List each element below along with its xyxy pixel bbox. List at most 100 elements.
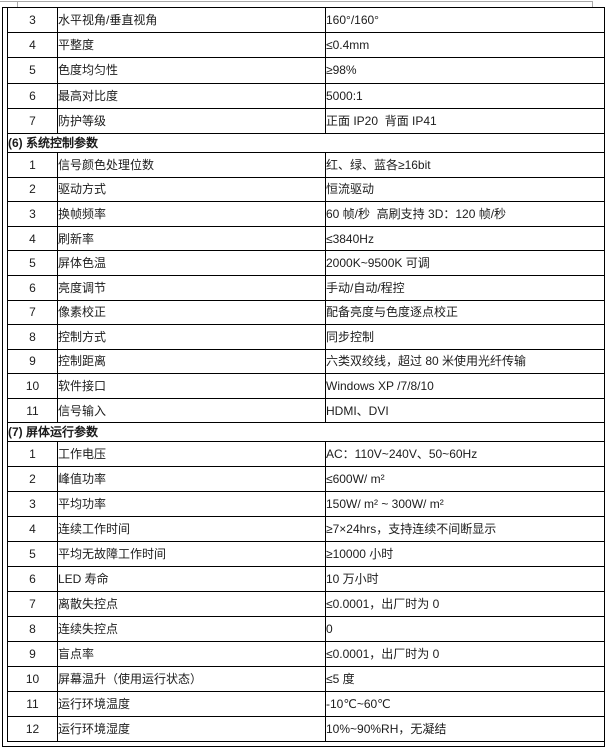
param-value-cell: HDMI、DVI [325, 397, 605, 424]
row-number-cell: 1 [7, 151, 58, 178]
top-edge-fragment-line [0, 1, 592, 2]
param-name-cell: 刷新率 [57, 225, 326, 252]
param-name-cell: 像素校正 [57, 299, 326, 326]
table-row: 12 运行环境湿度 10%~90%RH，无凝结 [7, 716, 605, 743]
table-row: 4 平整度 ≤0.4mm [7, 32, 605, 59]
param-name-cell: 屏幕温升（使用运行状态） [57, 666, 326, 693]
param-value-cell: 10 万小时 [325, 566, 605, 593]
table-row: 11 信号输入 HDMI、DVI [7, 397, 605, 424]
row-number-cell: 8 [7, 324, 58, 350]
param-name-cell: 峰值功率 [57, 466, 326, 493]
table-row: 5 色度均匀性 ≥98% [7, 57, 605, 84]
param-value-cell: ≤0.4mm [325, 32, 605, 59]
row-number-cell: 4 [7, 516, 58, 543]
table-row: 7 离散失控点 ≤0.0001，出厂时为 0 [7, 591, 605, 618]
param-value-cell: 六类双绞线，超过 80 米使用光纤传输 [325, 348, 605, 375]
param-name-cell: 色度均匀性 [57, 57, 326, 84]
param-value-cell: 150W/ m² ~ 300W/ m² [325, 491, 605, 518]
table-row: 3 换帧频率 60 帧/秒 高刷支持 3D：120 帧/秒 [7, 201, 605, 227]
table-row: 4 连续工作时间 ≥7×24hrs，支持连续不间断显示 [7, 516, 605, 543]
param-name-cell: 工作电压 [57, 441, 326, 468]
row-number-cell: 12 [7, 716, 58, 743]
param-value-cell: 恒流驱动 [325, 176, 605, 203]
param-name-cell: 最高对比度 [57, 82, 326, 109]
row-number-cell: 10 [7, 373, 58, 399]
param-value-cell: 同步控制 [325, 324, 605, 350]
param-value-cell: ≤5 度 [325, 666, 605, 693]
table-row: 6 亮度调节 手动/自动/程控 [7, 274, 605, 301]
param-value-cell: ≥7×24hrs，支持连续不间断显示 [325, 516, 605, 543]
param-value-cell: ≥98% [325, 57, 605, 84]
param-value-cell: 正面 IP20 背面 IP41 [325, 107, 605, 134]
param-name-cell: 屏体色温 [57, 250, 326, 276]
section-header-row: (6) 系统控制参数 [7, 132, 605, 153]
row-number-cell: 1 [7, 441, 58, 468]
row-number-cell: 5 [7, 541, 58, 568]
param-name-cell: 平整度 [57, 32, 326, 59]
param-value-cell: 配备亮度与色度逐点校正 [325, 299, 605, 326]
param-name-cell: 信号输入 [57, 397, 326, 424]
table-row: 8 连续失控点 0 [7, 616, 605, 643]
row-number-cell: 9 [7, 348, 58, 375]
param-value-cell: 红、绿、蓝各≥16bit [325, 151, 605, 178]
top-fragment-stub-left [17, 1, 18, 7]
param-value-cell: 160°/160° [325, 6, 605, 34]
table-row: 5 平均无故障工作时间 ≥10000 小时 [7, 541, 605, 568]
param-name-cell: 连续失控点 [57, 616, 326, 643]
param-name-cell: LED 寿命 [57, 566, 326, 593]
param-name-cell: 盲点率 [57, 641, 326, 668]
param-name-cell: 离散失控点 [57, 591, 326, 618]
row-number-cell: 7 [7, 107, 58, 134]
table-row: 9 盲点率 ≤0.0001，出厂时为 0 [7, 641, 605, 668]
table-row: 11 运行环境温度 -10℃~60℃ [7, 691, 605, 718]
table-row: 9 控制距离 六类双绞线，超过 80 米使用光纤传输 [7, 348, 605, 375]
table-row: 6 LED 寿命 10 万小时 [7, 566, 605, 593]
table-row: 2 驱动方式 恒流驱动 [7, 176, 605, 203]
param-value-cell: 10%~90%RH，无凝结 [325, 716, 605, 743]
param-value-cell: ≥10000 小时 [325, 541, 605, 568]
param-name-cell: 连续工作时间 [57, 516, 326, 543]
table-row: 3 平均功率 150W/ m² ~ 300W/ m² [7, 491, 605, 518]
table-row: 5 屏体色温 2000K~9500K 可调 [7, 250, 605, 276]
param-name-cell: 平均无故障工作时间 [57, 541, 326, 568]
row-number-cell: 6 [7, 566, 58, 593]
row-number-cell: 11 [7, 397, 58, 424]
param-name-cell: 防护等级 [57, 107, 326, 134]
param-value-cell: 手动/自动/程控 [325, 274, 605, 301]
row-number-cell: 7 [7, 591, 58, 618]
row-number-cell: 11 [7, 691, 58, 718]
row-number-cell: 5 [7, 57, 58, 84]
param-name-cell: 驱动方式 [57, 176, 326, 203]
table-row: 8 控制方式 同步控制 [7, 324, 605, 350]
row-number-cell: 7 [7, 299, 58, 326]
row-number-cell: 10 [7, 666, 58, 693]
spec-table-body: 3 水平视角/垂直视角 160°/160° 4 平整度 ≤0.4mm 5 色度均匀性 ≥98% 6… [7, 6, 605, 743]
param-value-cell: AC：110V~240V、50~60Hz [325, 441, 605, 468]
section-header: (6) 系统控制参数 [7, 132, 605, 153]
row-number-cell: 9 [7, 641, 58, 668]
param-value-cell: 0 [325, 616, 605, 643]
table-row: 7 像素校正 配备亮度与色度逐点校正 [7, 299, 605, 326]
param-value-cell: ≤3840Hz [325, 225, 605, 252]
row-number-cell: 2 [7, 176, 58, 203]
param-value-cell: Windows XP /7/8/10 [325, 373, 605, 399]
spec-table: 3 水平视角/垂直视角 160°/160° 4 平整度 ≤0.4mm 5 色度均匀性 ≥98% 6… [7, 6, 605, 743]
param-name-cell: 控制方式 [57, 324, 326, 350]
param-value-cell: ≤0.0001，出厂时为 0 [325, 591, 605, 618]
param-name-cell: 亮度调节 [57, 274, 326, 301]
param-name-cell: 软件接口 [57, 373, 326, 399]
row-number-cell: 6 [7, 274, 58, 301]
row-number-cell: 5 [7, 250, 58, 276]
section-header: (7) 屏体运行参数 [7, 422, 605, 443]
param-value-cell: ≤0.0001，出厂时为 0 [325, 641, 605, 668]
row-number-cell: 8 [7, 616, 58, 643]
param-name-cell: 水平视角/垂直视角 [57, 6, 326, 34]
param-name-cell: 换帧频率 [57, 201, 326, 227]
param-name-cell: 运行环境湿度 [57, 716, 326, 743]
row-number-cell: 4 [7, 32, 58, 59]
table-row: 1 工作电压 AC：110V~240V、50~60Hz [7, 441, 605, 468]
table-row: 2 峰值功率 ≤600W/ m² [7, 466, 605, 493]
row-number-cell: 3 [7, 201, 58, 227]
param-name-cell: 控制距离 [57, 348, 326, 375]
